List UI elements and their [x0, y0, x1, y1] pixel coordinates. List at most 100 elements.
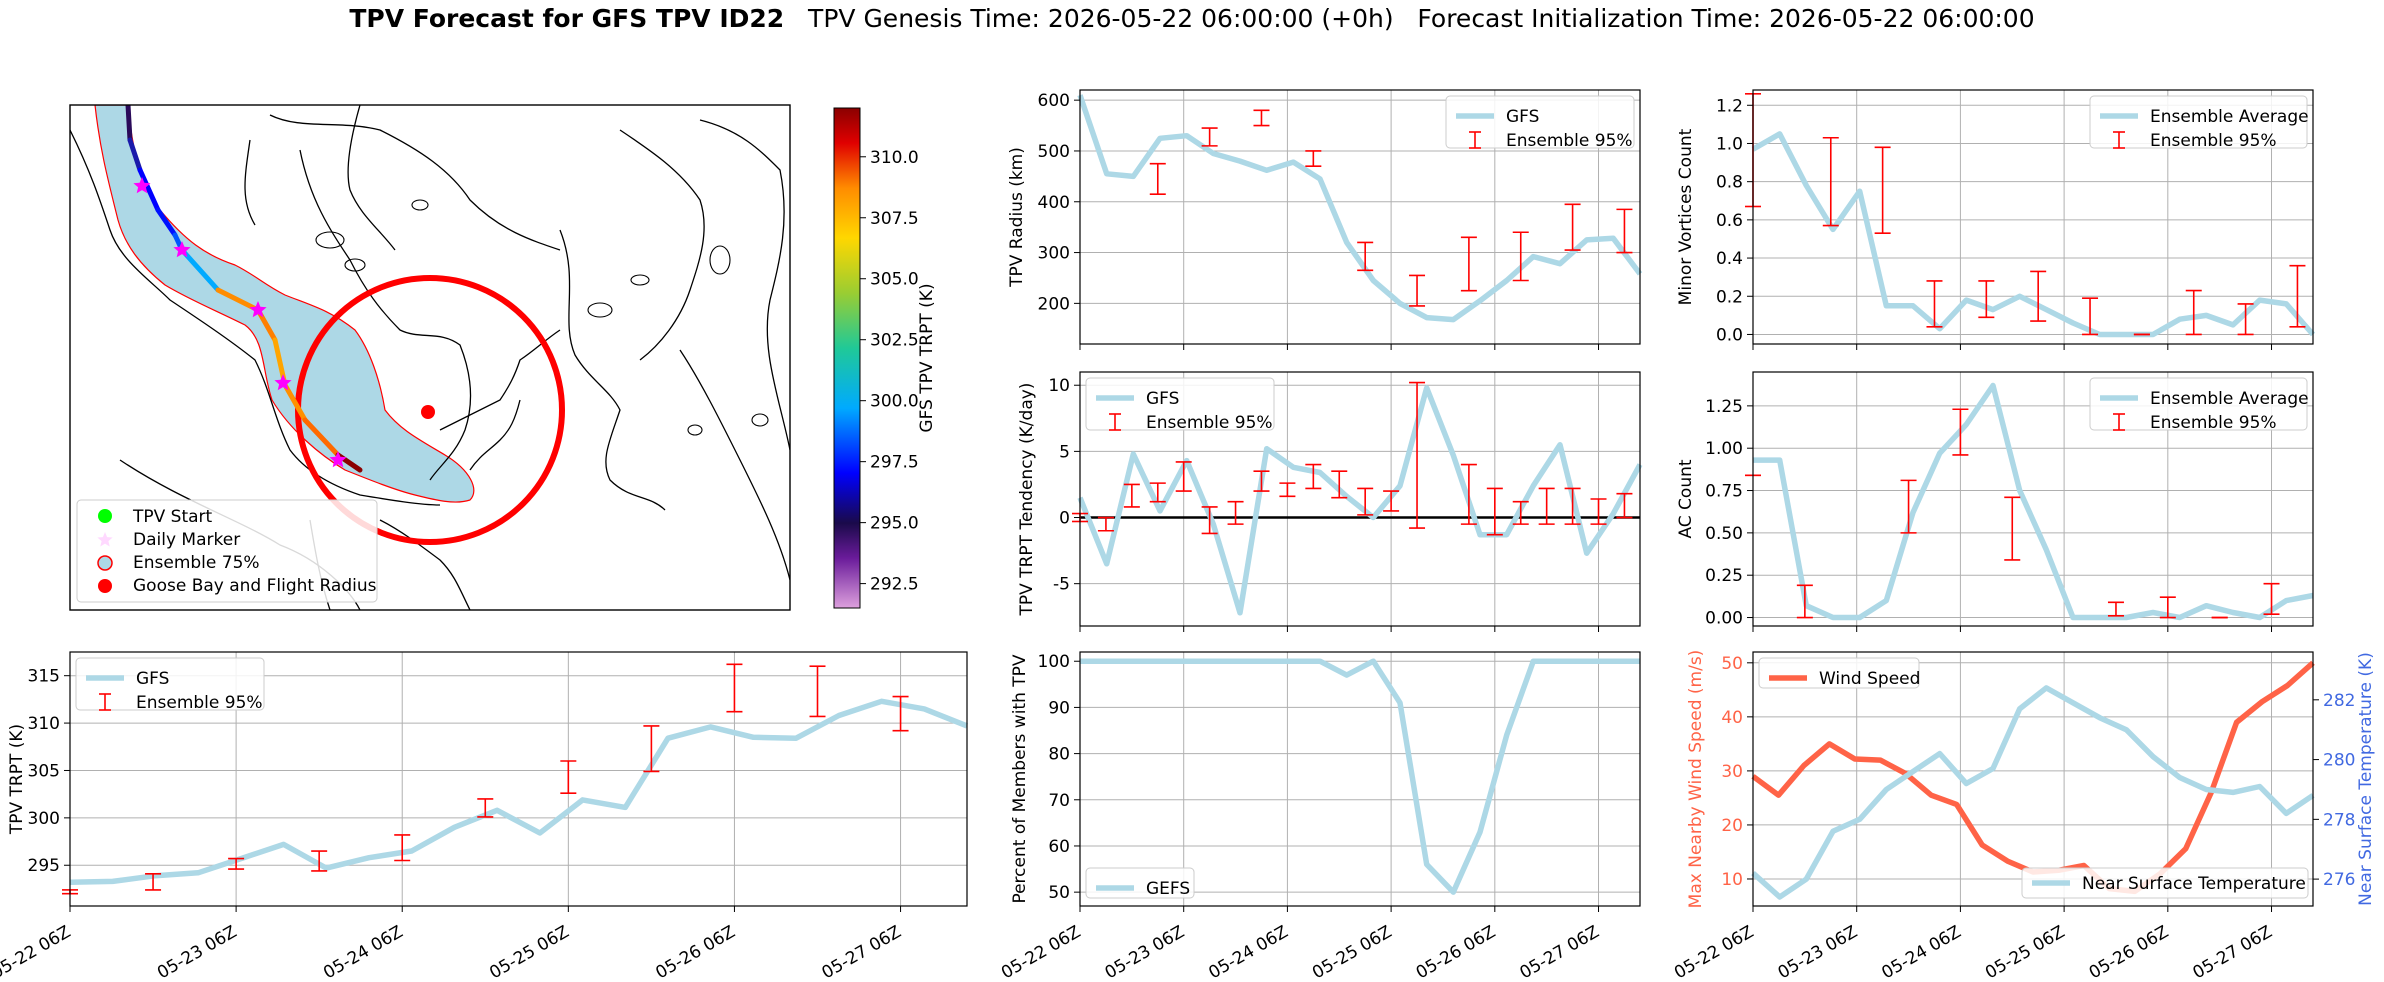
tpv-track-segment	[155, 207, 178, 238]
colorbar-tick-label: 297.5	[870, 453, 919, 473]
x-tick-label: 05-23 06Z	[1775, 922, 1861, 982]
y-tick-label: 200	[1038, 294, 1070, 314]
daily-marker-star	[249, 301, 267, 318]
tpv-track-segment	[179, 247, 221, 293]
coast-island	[751, 413, 769, 427]
coast-island	[315, 231, 345, 249]
panel-tendency: -5 0 5 10 TPV TRPT Tendency (K/day) GFS Ensemb…	[1017, 371, 1643, 632]
coastline	[244, 139, 256, 226]
coastline	[299, 149, 472, 481]
panel-wind: 10 20 30 40 50 Max Nearby Wind Speed (m/s) 05-…	[1671, 650, 2376, 982]
x-tick-label: 05-26 06Z	[2086, 922, 2172, 982]
title-bold: TPV Forecast for GFS TPV ID22	[349, 4, 785, 33]
x-tick-label: 05-22 06Z	[1671, 922, 1757, 982]
x-tick-label: 05-26 06Z	[652, 922, 738, 982]
y2-tick-label: 278	[2323, 810, 2355, 830]
colorbar-tick-label: 295.0	[870, 514, 919, 534]
coastline	[439, 329, 561, 431]
series-line-ensemble-average	[1751, 131, 2316, 338]
map-legend-label: TPV Start	[132, 507, 213, 527]
colorbar-tick-label: 292.5	[870, 575, 919, 595]
legend-label: Ensemble 95%	[2150, 413, 2277, 433]
y-tick-label: 500	[1038, 142, 1070, 162]
series-line-gfs	[1077, 385, 1643, 616]
x-tick-label: 05-22 06Z	[998, 922, 1084, 982]
colorbar-tick-label: 310.0	[870, 148, 919, 168]
coast-island	[630, 274, 650, 286]
x-tick-label: 05-24 06Z	[1205, 922, 1291, 982]
y-tick-label: 315	[28, 667, 60, 687]
x-tick-label: 05-23 06Z	[1102, 922, 1188, 982]
coastline	[679, 349, 790, 581]
y-tick-label: 20	[1721, 816, 1743, 836]
axes-frame	[69, 651, 968, 907]
y-tick-label: 0.75	[1705, 482, 1743, 502]
coastline	[699, 119, 790, 451]
axes-frame	[1752, 89, 2314, 345]
legend-label: Ensemble 95%	[1506, 131, 1633, 151]
x-tick-label: 05-22 06Z	[0, 922, 74, 982]
y-tick-label: 1.00	[1705, 439, 1743, 459]
y-tick-label: 80	[1048, 745, 1070, 765]
panel-minor: 0.0 0.2 0.4 0.6 0.8 1.0 1.2 Minor Vortices Coun…	[1676, 89, 2316, 350]
y-tick-label: 0.8	[1716, 173, 1743, 193]
y-axis-label: TPV TRPT (K)	[7, 724, 27, 835]
legend-box	[2021, 867, 2309, 899]
tpv-track-segment	[302, 417, 341, 458]
axes-frame	[1752, 651, 2314, 907]
tpv-track-segment	[215, 287, 261, 313]
series-line-gfs	[1077, 94, 1643, 323]
y2-tick-label: 280	[2323, 751, 2355, 771]
legend-ensemble-marker	[97, 555, 113, 571]
series-line-gefs	[1080, 658, 1640, 895]
map-legend-label: Ensemble 75%	[133, 553, 260, 573]
y-tick-label: 305	[28, 761, 60, 781]
y-tick-label: 1.25	[1705, 397, 1743, 417]
y-axis-label: TPV Radius (km)	[1007, 147, 1027, 288]
x-tick-label: 05-27 06Z	[818, 922, 904, 982]
y-axis-label: Max Nearby Wind Speed (m/s)	[1686, 650, 1706, 909]
y-tick-label: 5	[1059, 442, 1070, 462]
map-legend-label: Goose Bay and Flight Radius	[133, 576, 377, 596]
coast-island	[709, 245, 731, 275]
y-tick-label: 0.50	[1705, 524, 1743, 544]
y-tick-label: 0.2	[1716, 287, 1743, 307]
coast-island	[687, 424, 703, 436]
legend-label: Ensemble 95%	[136, 693, 263, 713]
axes-frame	[1752, 371, 2314, 627]
series-line-ensemble-average	[1753, 382, 2314, 621]
y-tick-label: 0.6	[1716, 211, 1743, 231]
y-tick-label: 300	[28, 809, 60, 829]
y-tick-label: 50	[1048, 883, 1070, 903]
coastline	[379, 519, 471, 610]
x-tick-label: 05-24 06Z	[1878, 922, 1964, 982]
colorbar-label: GFS TPV TRPT (K)	[917, 283, 937, 432]
axes-frame	[1079, 89, 1641, 345]
legend-label: Ensemble 95%	[1146, 413, 1273, 433]
coast-island	[344, 258, 366, 272]
series-line-gfs	[69, 698, 969, 886]
x-tick-label: 05-26 06Z	[1413, 922, 1499, 982]
y-tick-label: 0	[1059, 509, 1070, 529]
legend-label: Wind Speed	[1819, 669, 1920, 689]
x-tick-label: 05-23 06Z	[154, 922, 240, 982]
y-tick-label: 60	[1048, 837, 1070, 857]
tpv-track-segment	[137, 167, 161, 213]
map-content	[70, 105, 790, 610]
panel-trpt: 295 300 305 310 315 TPV TRPT (K) 05-22 06Z 05-2…	[0, 651, 969, 982]
coastline	[619, 129, 705, 361]
legend-label: GEFS	[1146, 879, 1190, 899]
legend-box	[1085, 377, 1275, 431]
legend-label: GFS	[136, 669, 169, 689]
legend-goose-bay-marker	[98, 579, 112, 593]
ensemble-75-region	[94, 105, 475, 503]
coastline	[347, 105, 396, 251]
legend-temperature: Near Surface Temperature	[2021, 867, 2309, 899]
tpv-track-segment	[127, 137, 143, 173]
tpv-track-segment	[125, 105, 133, 143]
y-tick-label: 300	[1038, 244, 1070, 264]
y2-axis-label: Near Surface Temperature (K)	[2356, 652, 2376, 906]
coast-island	[411, 199, 429, 211]
daily-marker-star	[173, 241, 191, 258]
x-tick-label: 05-27 06Z	[2189, 922, 2275, 982]
